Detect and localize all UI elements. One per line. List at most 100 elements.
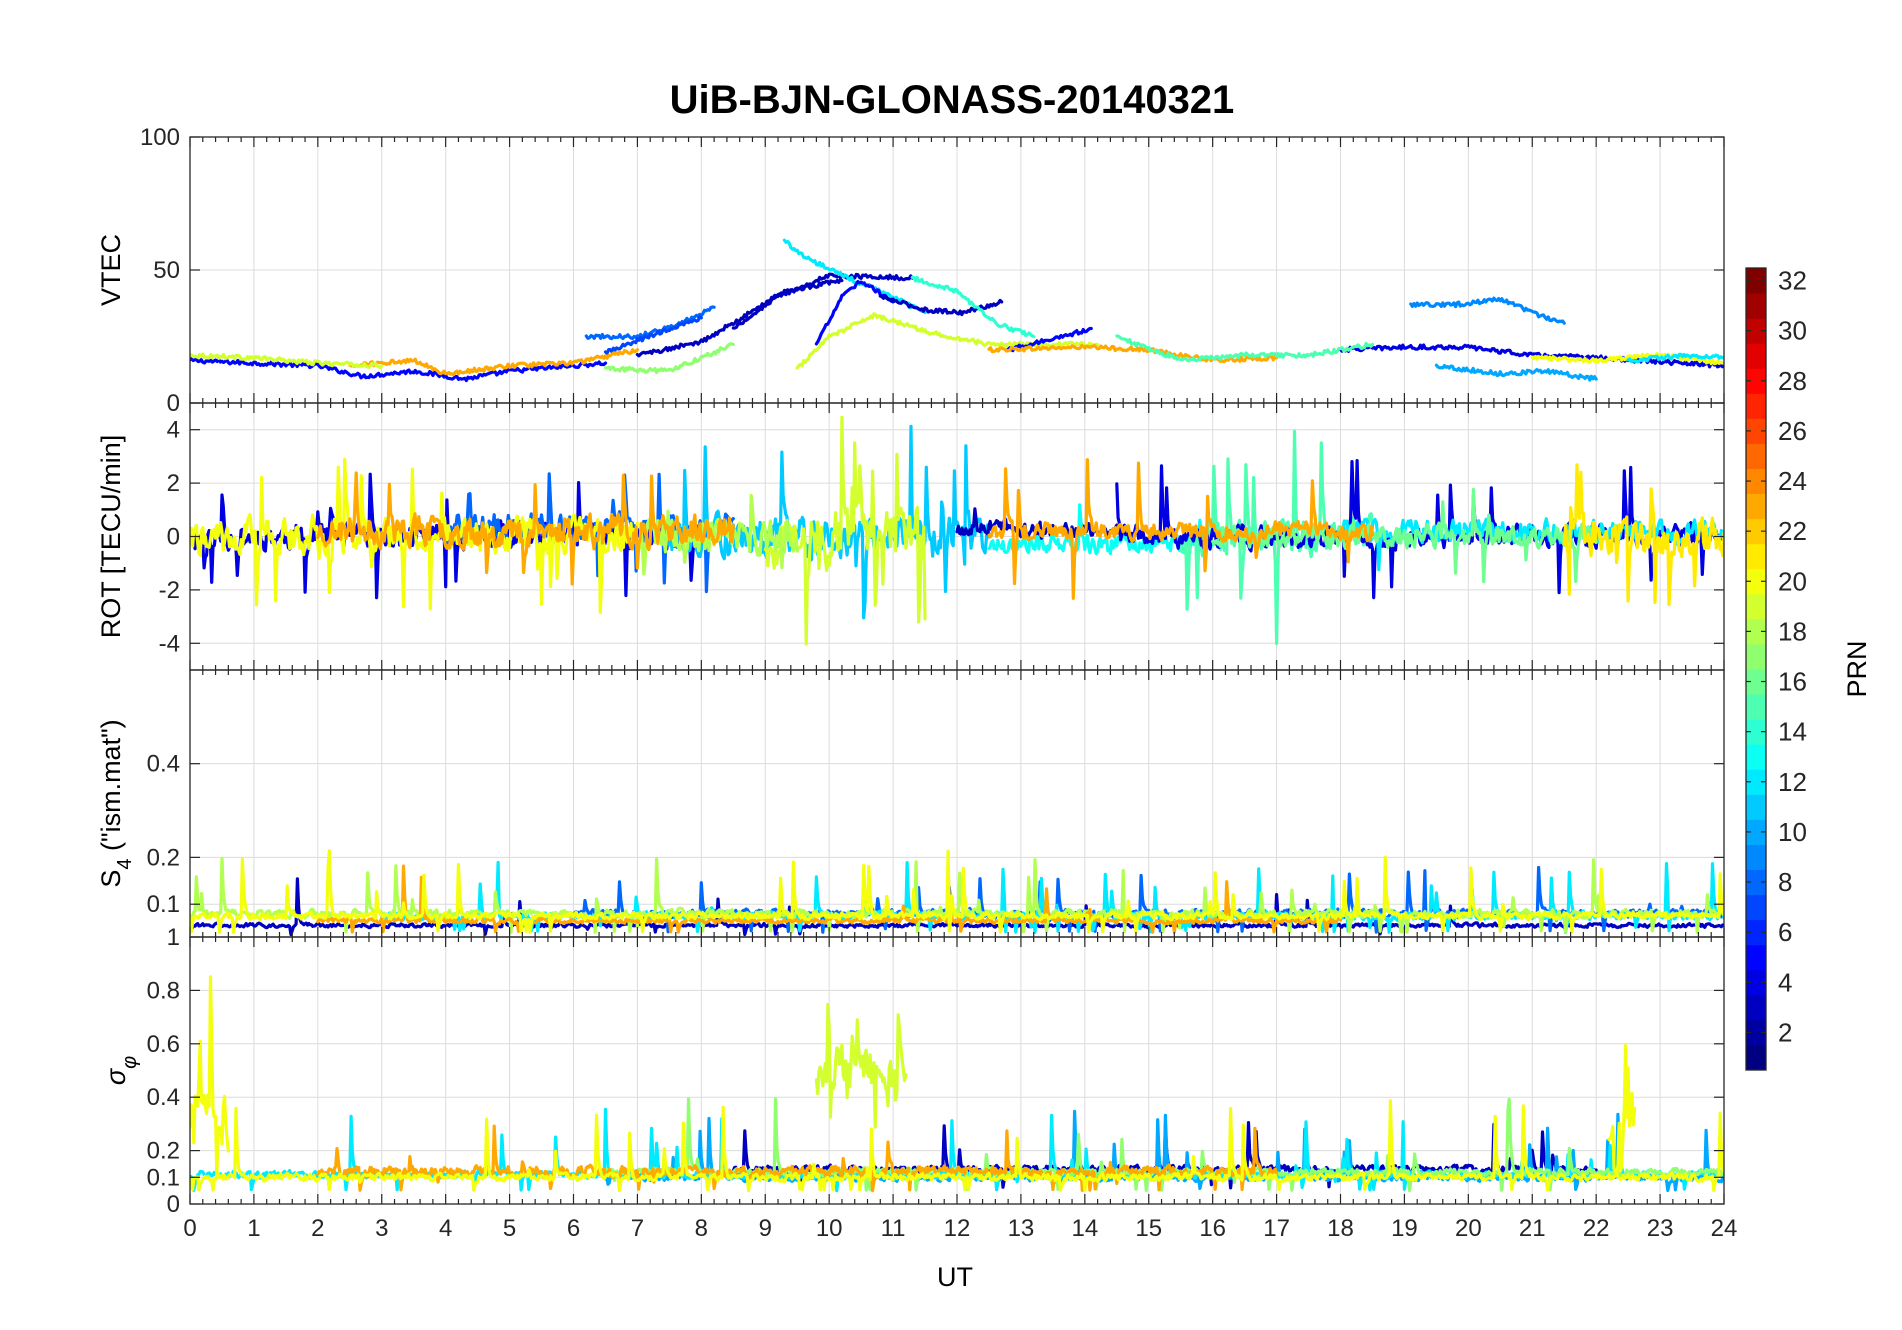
x-tick-label: 2 xyxy=(311,1215,324,1242)
x-tick-label: 19 xyxy=(1391,1215,1418,1242)
series-vtec-prn-4-13 xyxy=(1338,343,1724,369)
panel-rot-x-ticks xyxy=(189,403,1725,670)
panel-vtec-series xyxy=(190,238,1724,383)
panel-rot: -4 -2 0 2 4 ROT [TECU/min] xyxy=(96,402,1725,671)
colorbar-swatch xyxy=(1746,1044,1766,1071)
panel-s4: 0.1 0.2 0.4 S4 ("ism.mat") xyxy=(96,669,1725,938)
colorbar-swatch xyxy=(1746,443,1766,469)
series-rot-prn-3-5 xyxy=(955,507,1119,542)
panel-vtec-y-tick-label: 50 xyxy=(153,257,180,284)
panel-s4-y-ticks: 0.1 0.2 0.4 xyxy=(147,751,1724,918)
colorbar-swatch xyxy=(1746,568,1766,595)
panel-vtec-y-tick-label: 100 xyxy=(140,124,180,151)
colorbar-swatch xyxy=(1746,894,1766,921)
panel-s4-y-tick-label: 0.4 xyxy=(147,751,180,778)
colorbar-swatch xyxy=(1746,969,1766,996)
x-tick-label: 9 xyxy=(759,1215,772,1242)
colorbar-swatch xyxy=(1746,744,1766,770)
x-tick-label: 12 xyxy=(944,1215,971,1242)
series-vtec-prn-7-2 xyxy=(603,315,703,355)
colorbar-label: PRN xyxy=(1842,640,1872,697)
colorbar-swatch xyxy=(1746,343,1766,369)
colorbar-swatch xyxy=(1746,518,1766,545)
x-tick-label: 3 xyxy=(375,1215,388,1242)
colorbar-swatch xyxy=(1746,393,1766,419)
series-s4-prn-3-0 xyxy=(190,877,1724,937)
colorbar-tick-label: 6 xyxy=(1778,917,1792,947)
colorbar-swatch xyxy=(1746,293,1766,319)
x-tick-label: 6 xyxy=(567,1215,580,1242)
panel-sigma-phi-y-tick-label: 0.6 xyxy=(147,1031,180,1058)
series-rot-prn-19-3 xyxy=(763,415,927,646)
panel-sigma-phi: 00.10.2 0.4 0.6 0.8 1 σφ xyxy=(101,924,1725,1218)
panel-s4-series xyxy=(190,849,1724,937)
series-vtec-prn-5-0 xyxy=(190,356,608,383)
panel-sigma-phi-y-tick-label: 0.1 xyxy=(147,1164,180,1191)
series-vtec-prn-3-3 xyxy=(635,277,844,358)
colorbar-tick-label: 24 xyxy=(1778,466,1807,496)
panel-rot-y-ticks: -4 -2 0 2 4 xyxy=(159,417,1724,657)
colorbar-tick-label: 26 xyxy=(1778,416,1807,446)
x-tick-label: 7 xyxy=(631,1215,644,1242)
x-tick-label: 14 xyxy=(1071,1215,1098,1242)
x-tick-label: 4 xyxy=(439,1215,452,1242)
colorbar-swatch xyxy=(1746,694,1766,720)
panel-s4-y-label: S4 ("ism.mat") xyxy=(96,719,136,887)
series-vtec-prn-15-19 xyxy=(1115,334,1375,363)
panel-rot-y-tick-label: 2 xyxy=(167,470,180,497)
panel-s4-x-ticks xyxy=(189,670,1725,937)
colorbar-tick-label: 18 xyxy=(1778,616,1807,646)
x-tick-labels: 0 1 2 3 4 5 6 7 8 9 10 11 12 13 14 15 16 17 18 19 20 21 22 23 24 xyxy=(183,1215,1737,1242)
series-vtec-prn-23-16 xyxy=(348,348,639,377)
x-tick-label: 15 xyxy=(1135,1215,1162,1242)
panel-rot-y-tick-label: -4 xyxy=(159,630,180,657)
x-tick-label: 11 xyxy=(881,1215,906,1242)
series-vtec-prn-3-4 xyxy=(731,272,914,330)
series-sigma-phi-prn-20-7 xyxy=(190,975,230,1179)
series-vtec-prn-14-8 xyxy=(910,275,1036,339)
colorbar-swatch xyxy=(1746,643,1766,670)
colorbar-frame xyxy=(1745,267,1767,1071)
series-sigma-phi-prn-10-1 xyxy=(603,1109,1724,1192)
x-tick-label: 16 xyxy=(1199,1215,1226,1242)
series-vtec-prn-17-18 xyxy=(603,342,735,375)
colorbar-swatch xyxy=(1746,869,1766,896)
x-axis-label: UT xyxy=(937,1262,973,1292)
colorbar-swatch xyxy=(1746,719,1766,745)
colorbar-swatch xyxy=(1746,844,1766,870)
series-rot-prn-23-12 xyxy=(316,471,735,586)
colorbar-tick-label: 2 xyxy=(1778,1017,1792,1047)
x-tick-label: 22 xyxy=(1583,1215,1610,1242)
colorbar-swatch xyxy=(1746,769,1766,795)
x-tick-label: 1 xyxy=(247,1215,260,1242)
colorbar-swatch xyxy=(1746,1019,1766,1046)
x-tick-label: 10 xyxy=(816,1215,843,1242)
panel-sigma-phi-y-tick-label: 0.2 xyxy=(147,1138,180,1165)
colorbar-swatch xyxy=(1746,669,1766,695)
x-tick-label: 0 xyxy=(183,1215,196,1242)
colorbar-tick-label: 16 xyxy=(1778,667,1807,697)
series-s4-prn-20-5 xyxy=(190,849,1724,934)
series-vtec-prn-12-20 xyxy=(1626,352,1724,364)
series-rot-prn-18-4 xyxy=(635,493,799,576)
colorbar-swatch xyxy=(1746,418,1766,444)
colorbar-tick-label: 22 xyxy=(1778,516,1807,546)
series-vtec-prn-3-7 xyxy=(878,294,1004,317)
colorbar-swatch xyxy=(1746,593,1766,620)
panel-vtec: 0 50 100 VTEC xyxy=(96,124,1725,417)
colorbar-swatch xyxy=(1746,819,1766,845)
panel-vtec-y-label: VTEC xyxy=(96,234,126,306)
series-rot-prn-4-8 xyxy=(1115,459,1724,600)
colorbar-swatch xyxy=(1746,368,1766,394)
x-tick-label: 20 xyxy=(1455,1215,1482,1242)
colorbar-tick-label: 14 xyxy=(1778,717,1807,747)
panel-sigma-phi-y-ticks: 00.10.2 0.4 0.6 0.8 1 xyxy=(147,924,1724,1218)
panel-sigma-phi-y-tick-label: 0.4 xyxy=(147,1084,180,1111)
series-rot-prn-23-13 xyxy=(987,458,1375,600)
series-rot-prn-21-14 xyxy=(1562,463,1724,606)
x-tick-label: 8 xyxy=(695,1215,708,1242)
colorbar-swatch xyxy=(1746,794,1766,820)
